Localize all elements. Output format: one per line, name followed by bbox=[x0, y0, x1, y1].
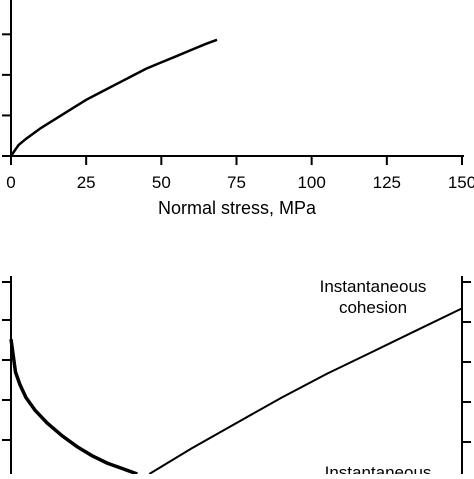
top-x-tick-label-5: 125 bbox=[373, 173, 401, 192]
top-x-ticks bbox=[10, 156, 463, 165]
top-x-axis-label: Normal stress, MPa bbox=[158, 198, 317, 218]
top-x-tick-label-3: 75 bbox=[227, 173, 246, 192]
annotation-cohesion-line-2: cohesion bbox=[339, 298, 407, 317]
annotation-cohesion-line-1: Instantaneous bbox=[320, 277, 427, 296]
annotation-friction-line-1: Instantaneous bbox=[325, 463, 432, 474]
bottom-chart: Instantaneous cohesion Instantaneous bbox=[2, 276, 471, 479]
bottom-series-line-cohesion bbox=[148, 307, 463, 475]
top-x-tick-labels: 0 25 50 75 100 125 150 bbox=[6, 173, 474, 192]
top-y-ticks bbox=[2, 33, 11, 157]
top-x-tick-label-4: 100 bbox=[297, 173, 325, 192]
top-x-tick-label-2: 50 bbox=[152, 173, 171, 192]
bottom-right-y-ticks bbox=[462, 281, 471, 443]
bottom-series-line-friction bbox=[9, 339, 138, 476]
top-chart: 0 25 50 75 100 125 150 Normal stress, MPa bbox=[2, 0, 474, 218]
bottom-left-y-ticks bbox=[2, 281, 11, 441]
top-x-tick-label-6: 150 bbox=[448, 173, 474, 192]
top-x-tick-label-0: 0 bbox=[6, 173, 15, 192]
top-x-tick-label-1: 25 bbox=[77, 173, 96, 192]
top-series-line bbox=[9, 38, 218, 157]
